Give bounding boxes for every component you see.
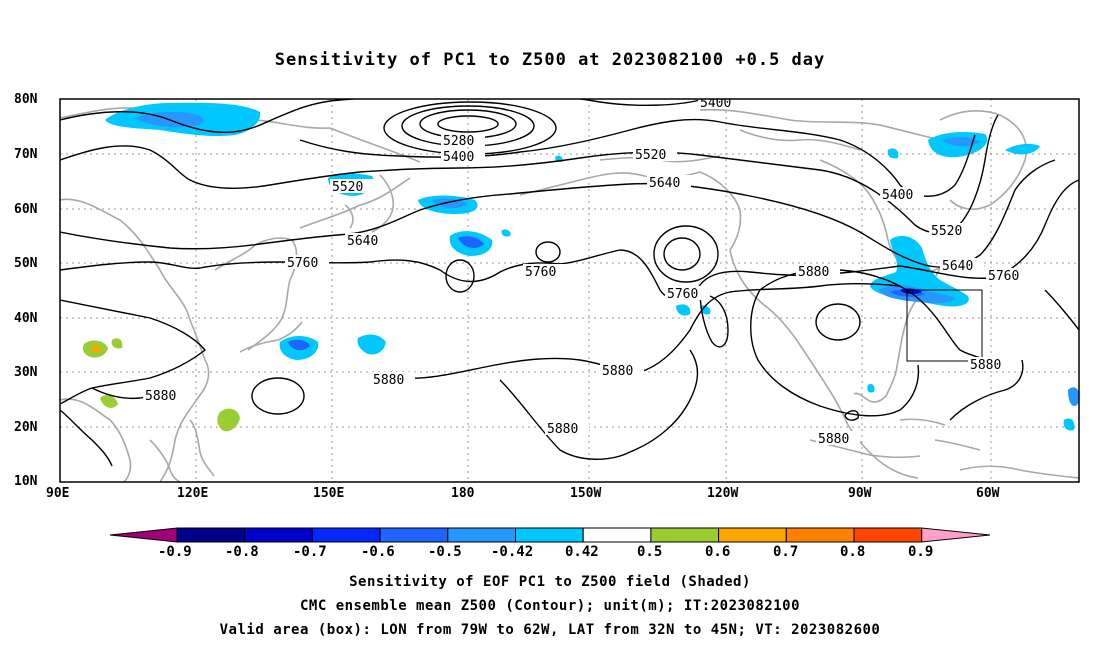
map-title: Sensitivity of PC1 to Z500 at 2023082100… (274, 50, 826, 70)
contour-label: 5280 (443, 134, 474, 149)
contour-label: 5640 (942, 259, 973, 274)
contour-label: 5520 (635, 148, 666, 163)
colorbar-swatch (244, 527, 313, 543)
contour-label: 5760 (287, 256, 318, 271)
colorbar-swatch (515, 527, 584, 543)
colorbar-swatch (582, 527, 652, 543)
sensitivity-shading (82, 102, 1079, 432)
lon-label-120w: 120W (707, 486, 739, 501)
contour-label: 5400 (700, 96, 731, 111)
colorbar-label: -0.8 (225, 544, 259, 560)
contour-label: 5760 (988, 269, 1019, 284)
lon-label-90e: 90E (46, 486, 70, 501)
lat-label-40n: 40N (14, 311, 38, 326)
colorbar (109, 527, 991, 543)
lon-label-90w: 90W (848, 486, 872, 501)
contour-label: 5640 (347, 234, 378, 249)
lon-label-60w: 60W (976, 486, 1000, 501)
contour-label: 5880 (373, 373, 404, 388)
lon-label-180: 180 (451, 486, 475, 501)
lat-label-60n: 60N (14, 202, 38, 217)
colorbar-label: -0.7 (293, 544, 327, 560)
colorbar-label: 0.8 (840, 544, 866, 560)
colorbar-swatch (379, 527, 449, 543)
colorbar-label: -0.9 (158, 544, 192, 560)
colorbar-swatch (176, 527, 246, 543)
contour-label: 5520 (931, 224, 962, 239)
map-panel: 5400 5280 5400 5520 5520 5640 5640 5760 … (60, 96, 1079, 482)
contour-label: 5400 (882, 188, 913, 203)
colorbar-label: -0.5 (428, 544, 462, 560)
colorbar-swatch (853, 527, 923, 543)
contour-label: 5520 (332, 180, 363, 195)
colorbar-swatch (650, 527, 720, 543)
contour-label: 5880 (970, 358, 1001, 373)
lon-label-120e: 120E (177, 486, 209, 501)
colorbar-label: 0.6 (705, 544, 731, 560)
colorbar-label: 0.42 (565, 544, 599, 560)
colorbar-left-triangle (109, 527, 178, 543)
lon-label-150e: 150E (313, 486, 345, 501)
lat-label-50n: 50N (14, 256, 38, 271)
contour-label: 5760 (667, 287, 698, 302)
lat-label-70n: 70N (14, 147, 38, 162)
lat-label-20n: 20N (14, 420, 38, 435)
lon-label-150w: 150W (570, 486, 602, 501)
contour-label: 5880 (547, 422, 578, 437)
contour-label: 5400 (443, 150, 474, 165)
colorbar-label: 0.5 (637, 544, 663, 560)
contour-label: 5760 (525, 265, 556, 280)
contour-labels: 5400 5280 5400 5520 5520 5640 5640 5760 … (143, 96, 1030, 447)
lat-label-10n: 10N (14, 474, 38, 489)
lat-label-30n: 30N (14, 365, 38, 380)
colorbar-swatch (311, 527, 381, 543)
colorbar-swatch (447, 527, 516, 543)
colorbar-label: -0.6 (361, 544, 395, 560)
valid-area-box (906, 289, 983, 362)
colorbar-swatch (718, 527, 787, 543)
caption-line-2: CMC ensemble mean Z500 (Contour); unit(m… (299, 598, 800, 614)
contour-label: 5640 (649, 176, 680, 191)
caption-line-1: Sensitivity of EOF PC1 to Z500 field (Sh… (349, 574, 751, 590)
coastlines (60, 107, 1079, 482)
colorbar-swatch (785, 527, 855, 543)
colorbar-label: 0.9 (908, 544, 934, 560)
contour-label: 5880 (818, 432, 849, 447)
colorbar-label: -0.42 (491, 544, 534, 560)
contour-label: 5880 (798, 265, 829, 280)
contour-label: 5880 (145, 389, 176, 404)
colorbar-label: 0.7 (773, 544, 799, 560)
caption-line-3: Valid area (box): LON from 79W to 62W, L… (219, 622, 881, 638)
contour-label: 5880 (602, 364, 633, 379)
colorbar-right-triangle (921, 527, 991, 543)
map-frame (59, 98, 1080, 483)
lat-label-80n: 80N (14, 92, 38, 107)
